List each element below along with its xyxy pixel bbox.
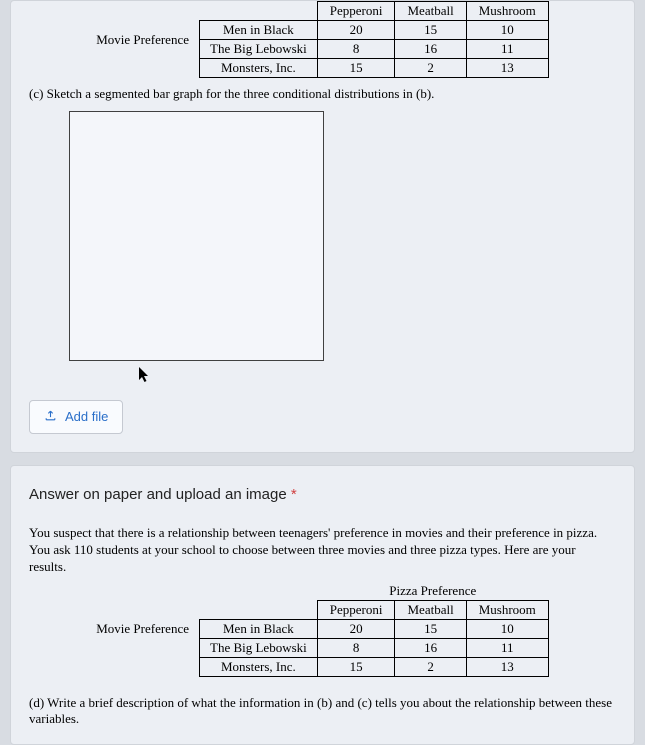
col-header: Pepperoni — [317, 600, 395, 619]
col-group-row: Pizza Preference — [200, 582, 549, 601]
cell: 15 — [317, 657, 395, 676]
row-label: The Big Lebowski — [200, 40, 318, 59]
cursor-icon — [139, 367, 616, 388]
cell: 2 — [395, 59, 466, 78]
col-header: Meatball — [395, 600, 466, 619]
cell: 15 — [317, 59, 395, 78]
col-group-label: Pizza Preference — [317, 582, 548, 601]
table-wrapper-bottom: Movie Preference Pizza Preference Pepper… — [29, 582, 616, 677]
cell: 20 — [317, 619, 395, 638]
table-header-row: Pepperoni Meatball Mushroom — [200, 2, 549, 21]
heading-text: Answer on paper and upload an image — [29, 486, 287, 503]
table-row: Monsters, Inc. 15 2 13 — [200, 657, 549, 676]
empty-cell — [200, 600, 318, 619]
table-row: Monsters, Inc. 15 2 13 — [200, 59, 549, 78]
row-label: The Big Lebowski — [200, 638, 318, 657]
col-header: Mushroom — [466, 600, 548, 619]
question-c-text: (c) Sketch a segmented bar graph for the… — [29, 86, 616, 103]
question-panel-c: Movie Preference Pepperoni Meatball Mush… — [10, 0, 635, 453]
cell: 16 — [395, 638, 466, 657]
cell: 15 — [395, 619, 466, 638]
answer-sketch-box — [69, 111, 324, 361]
panel-heading: Answer on paper and upload an image * — [29, 486, 616, 503]
row-label: Monsters, Inc. — [200, 59, 318, 78]
cell: 10 — [466, 619, 548, 638]
question-d-span: (d) Write a brief description of what th… — [29, 695, 612, 727]
upload-icon — [44, 409, 57, 425]
add-file-button[interactable]: Add file — [29, 400, 123, 434]
row-label: Men in Black — [200, 21, 318, 40]
col-header: Mushroom — [466, 2, 548, 21]
empty-cell — [200, 582, 318, 601]
table-row: Men in Black 20 15 10 — [200, 21, 549, 40]
table-header-row: Pepperoni Meatball Mushroom — [200, 600, 549, 619]
col-header: Meatball — [395, 2, 466, 21]
row-group-label: Movie Preference — [96, 32, 199, 48]
table-row: The Big Lebowski 8 16 11 — [200, 40, 549, 59]
cell: 11 — [466, 40, 548, 59]
data-table-top: Pepperoni Meatball Mushroom Men in Black… — [199, 1, 549, 78]
data-table-bottom: Pizza Preference Pepperoni Meatball Mush… — [199, 582, 549, 677]
cell: 8 — [317, 40, 395, 59]
cell: 20 — [317, 21, 395, 40]
table-wrapper-top: Movie Preference Pepperoni Meatball Mush… — [29, 1, 616, 78]
row-label: Men in Black — [200, 619, 318, 638]
intro-text: You suspect that there is a relationship… — [29, 525, 616, 576]
cell: 13 — [466, 59, 548, 78]
row-label: Monsters, Inc. — [200, 657, 318, 676]
cell: 10 — [466, 21, 548, 40]
cell: 8 — [317, 638, 395, 657]
table-row: Men in Black 20 15 10 — [200, 619, 549, 638]
cell: 13 — [466, 657, 548, 676]
question-panel-d: Answer on paper and upload an image * Yo… — [10, 465, 635, 745]
col-header: Pepperoni — [317, 2, 395, 21]
cell: 15 — [395, 21, 466, 40]
cell: 11 — [466, 638, 548, 657]
required-mark: * — [291, 486, 297, 503]
cell: 2 — [395, 657, 466, 676]
table-row: The Big Lebowski 8 16 11 — [200, 638, 549, 657]
row-group-label: Movie Preference — [96, 621, 199, 637]
empty-cell — [200, 2, 318, 21]
cell: 16 — [395, 40, 466, 59]
add-file-label: Add file — [65, 409, 108, 424]
